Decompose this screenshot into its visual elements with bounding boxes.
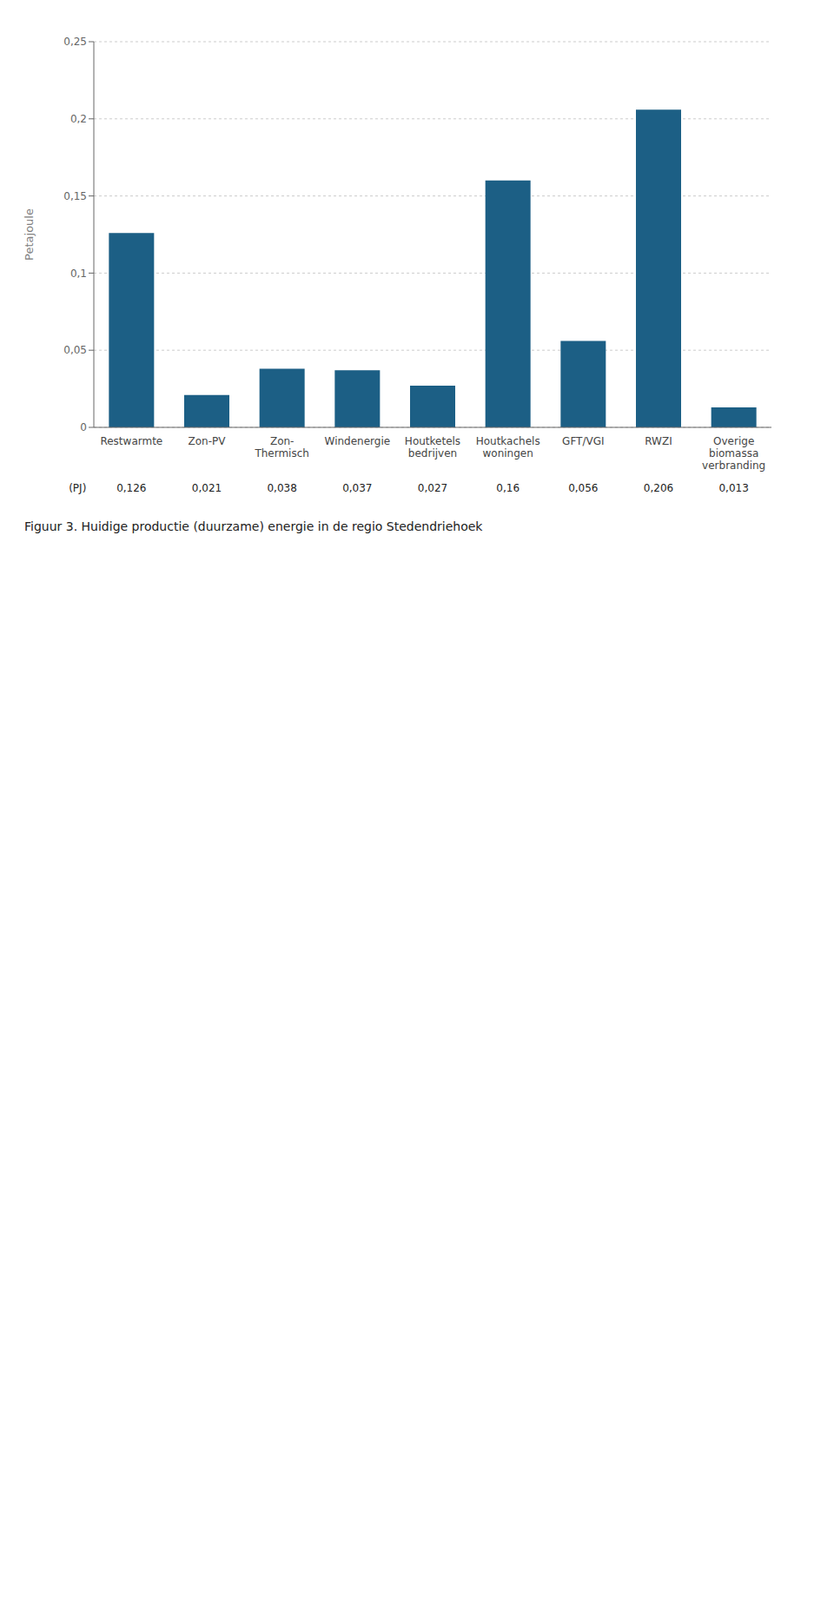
svg-text:0,16: 0,16 <box>496 482 520 495</box>
svg-text:GFT/VGI: GFT/VGI <box>562 435 604 448</box>
svg-text:Petajoule: Petajoule <box>22 208 36 261</box>
svg-text:Zon-Thermisch: Zon-Thermisch <box>253 435 310 460</box>
svg-text:Houtkachelswoningen: Houtkachelswoningen <box>476 435 541 460</box>
svg-text:0,021: 0,021 <box>191 482 222 495</box>
svg-text:Windenergie: Windenergie <box>324 435 391 448</box>
svg-text:0,038: 0,038 <box>266 482 297 495</box>
svg-text:0,1: 0,1 <box>70 267 87 280</box>
svg-text:0,206: 0,206 <box>643 482 674 495</box>
svg-text:(PJ): (PJ) <box>68 482 87 495</box>
html-text:Figuur 3. Huidige productie (d: Figuur 3. Huidige productie (duurzame) e… <box>24 519 483 534</box>
svg-text:0,2: 0,2 <box>70 112 87 126</box>
svg-text:0,056: 0,056 <box>568 482 598 495</box>
svg-text:0: 0 <box>79 421 87 434</box>
svg-text:0,05: 0,05 <box>63 344 87 357</box>
svg-text:Houtketelsbedrijven: Houtketelsbedrijven <box>404 435 461 460</box>
svg-text:Restwarmte: Restwarmte <box>99 435 163 448</box>
svg-text:0,25: 0,25 <box>63 35 87 48</box>
svg-text:Zon-PV: Zon-PV <box>188 435 227 448</box>
svg-text:0,15: 0,15 <box>63 190 87 203</box>
svg-text:0,037: 0,037 <box>342 482 372 495</box>
svg-text:0,013: 0,013 <box>718 482 748 495</box>
svg-text:Overigebiomassaverbranding: Overigebiomassaverbranding <box>701 435 766 472</box>
svg-text:RWZI: RWZI <box>644 435 672 448</box>
svg-text:0,126: 0,126 <box>116 482 146 495</box>
svg-text:0,027: 0,027 <box>417 482 448 495</box>
